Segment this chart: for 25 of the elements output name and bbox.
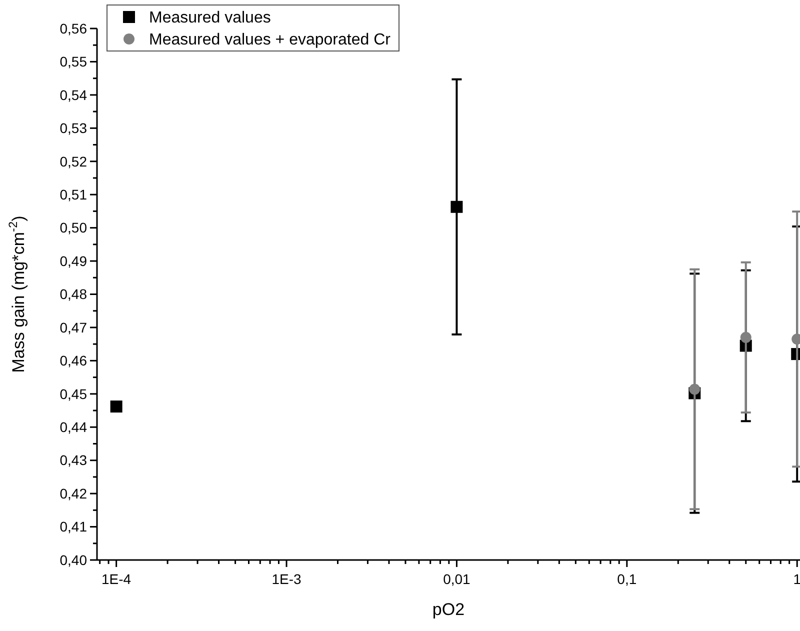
x-axis-title: pO2	[432, 600, 465, 619]
x-tick-label: 0,01	[443, 571, 471, 587]
y-tick-label: 0,53	[60, 120, 88, 136]
x-tick-label: 0,1	[617, 571, 637, 587]
x-tick-label: 1	[793, 571, 800, 587]
y-tick-label: 0,47	[60, 319, 88, 336]
y-tick-label: 0,46	[60, 352, 88, 369]
y-tick-label: 0,42	[60, 485, 88, 502]
legend-label: Measured values	[149, 10, 271, 27]
x-tick-label: 1E-3	[272, 571, 302, 587]
y-tick-label: 0,41	[60, 518, 88, 535]
y-tick-label: 0,54	[60, 86, 88, 103]
x-tick-label: 1E-4	[102, 571, 132, 587]
y-tick-label: 0,51	[60, 186, 88, 202]
y-tick-label: 0,44	[60, 419, 88, 436]
y-tick-label: 0,49	[60, 252, 88, 269]
y-tick-label: 0,50	[60, 220, 88, 236]
y-tick-label: 0,40	[60, 552, 88, 568]
y-tick-label: 0,45	[60, 386, 88, 402]
legend-label: Measured values + evaporated Cr	[149, 32, 392, 49]
y-tick-label: 0,52	[60, 153, 88, 170]
y-tick-label: 0,48	[60, 286, 88, 302]
y-tick-label: 0,56	[60, 20, 88, 36]
y-tick-label: 0,55	[60, 54, 88, 70]
y-tick-label: 0,43	[60, 452, 88, 468]
